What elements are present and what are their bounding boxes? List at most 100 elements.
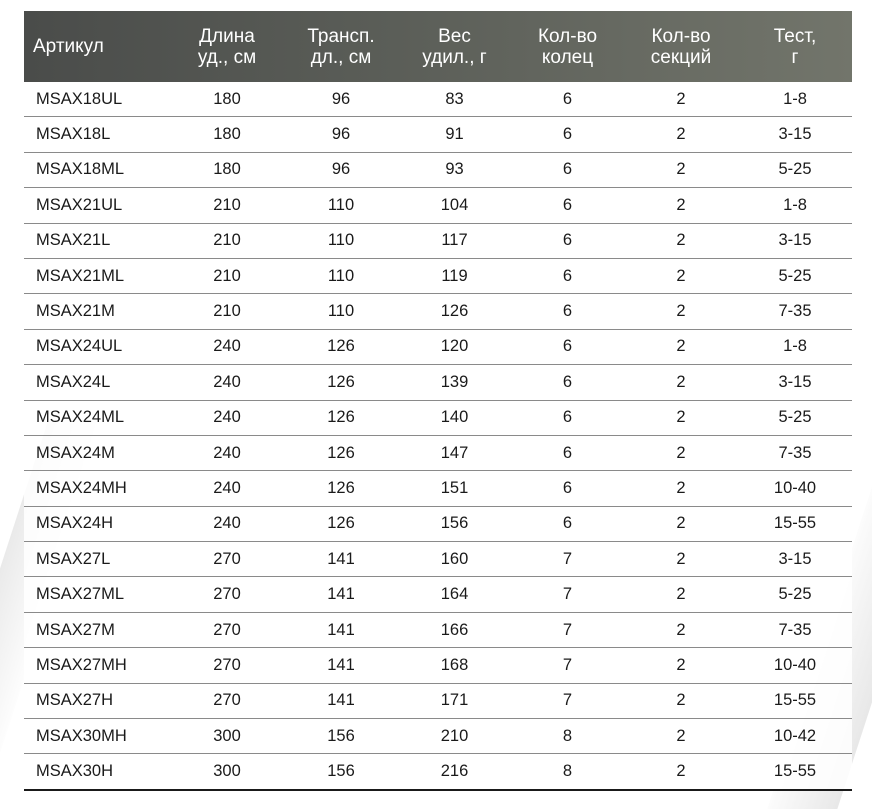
- length-cell: 270: [170, 576, 284, 613]
- transport-length-cell: 126: [284, 400, 398, 436]
- table-row: MSAX18UL 180 96 83 6 2 1-8: [24, 82, 852, 118]
- rings-cell: 7: [511, 647, 624, 684]
- rings-cell: 7: [511, 612, 624, 649]
- sections-cell: 2: [624, 82, 738, 118]
- test-cell: 5-25: [738, 576, 852, 613]
- table-row: MSAX21L 210 110 117 6 2 3-15: [24, 223, 852, 259]
- header-rings: Кол-во колец: [537, 25, 598, 68]
- weight-cell: 126: [398, 293, 511, 330]
- test-cell: 15-55: [738, 506, 852, 543]
- sections-cell: 2: [624, 576, 738, 613]
- sections-cell: 2: [624, 223, 738, 259]
- rings-cell: 6: [511, 152, 624, 189]
- test-cell: 5-25: [738, 258, 852, 295]
- rings-cell: 6: [511, 506, 624, 543]
- test-cell: 10-40: [738, 470, 852, 507]
- weight-cell: 117: [398, 223, 511, 259]
- rings-cell: 6: [511, 364, 624, 401]
- length-cell: 240: [170, 329, 284, 366]
- table-row: MSAX27H 270 141 171 7 2 15-55: [24, 683, 852, 720]
- test-cell: 15-55: [738, 753, 852, 791]
- article-cell: MSAX18UL: [24, 82, 170, 118]
- sections-cell: 2: [624, 293, 738, 330]
- weight-cell: 171: [398, 683, 511, 720]
- table-row: MSAX30MH 300 156 210 8 2 10-42: [24, 718, 852, 755]
- article-cell: MSAX30H: [24, 753, 170, 791]
- length-cell: 240: [170, 506, 284, 543]
- length-cell: 300: [170, 718, 284, 755]
- article-cell: MSAX24MH: [24, 470, 170, 507]
- sections-cell: 2: [624, 647, 738, 684]
- length-cell: 270: [170, 647, 284, 684]
- table-row: MSAX24L 240 126 139 6 2 3-15: [24, 364, 852, 401]
- table-row: MSAX24MH 240 126 151 6 2 10-40: [24, 470, 852, 507]
- transport-length-cell: 110: [284, 187, 398, 224]
- sections-cell: 2: [624, 364, 738, 401]
- table-row: MSAX21UL 210 110 104 6 2 1-8: [24, 187, 852, 224]
- rings-cell: 6: [511, 470, 624, 507]
- test-cell: 10-40: [738, 647, 852, 684]
- rings-cell: 6: [511, 223, 624, 259]
- test-cell: 7-35: [738, 612, 852, 649]
- sections-cell: 2: [624, 718, 738, 755]
- rings-cell: 8: [511, 718, 624, 755]
- header-row: Артикул Длина уд., см Трансп. дл., см Ве…: [24, 11, 852, 82]
- length-cell: 240: [170, 470, 284, 507]
- test-cell: 3-15: [738, 116, 852, 153]
- table-row: MSAX27L 270 141 160 7 2 3-15: [24, 541, 852, 578]
- header-article: Артикул: [33, 36, 104, 57]
- length-cell: 300: [170, 753, 284, 791]
- sections-cell: 2: [624, 435, 738, 472]
- length-cell: 240: [170, 364, 284, 401]
- test-cell: 3-15: [738, 541, 852, 578]
- sections-cell: 2: [624, 258, 738, 295]
- sections-cell: 2: [624, 116, 738, 153]
- length-cell: 270: [170, 541, 284, 578]
- article-cell: MSAX24ML: [24, 400, 170, 436]
- test-cell: 3-15: [738, 364, 852, 401]
- table-row: MSAX24M 240 126 147 6 2 7-35: [24, 435, 852, 472]
- length-cell: 210: [170, 223, 284, 259]
- rings-cell: 6: [511, 400, 624, 436]
- length-cell: 210: [170, 293, 284, 330]
- rod-spec-table: Артикул Длина уд., см Трансп. дл., см Ве…: [24, 11, 852, 791]
- test-cell: 5-25: [738, 400, 852, 436]
- table-row: MSAX30H 300 156 216 8 2 15-55: [24, 753, 852, 791]
- sections-cell: 2: [624, 683, 738, 720]
- table-row: MSAX24ML 240 126 140 6 2 5-25: [24, 400, 852, 436]
- weight-cell: 140: [398, 400, 511, 436]
- transport-length-cell: 96: [284, 152, 398, 189]
- test-cell: 7-35: [738, 293, 852, 330]
- length-cell: 240: [170, 400, 284, 436]
- length-cell: 240: [170, 435, 284, 472]
- table-header: Артикул Длина уд., см Трансп. дл., см Ве…: [24, 11, 852, 82]
- sections-cell: 2: [624, 400, 738, 436]
- test-cell: 1-8: [738, 329, 852, 366]
- sections-cell: 2: [624, 753, 738, 791]
- table-body: MSAX18UL 180 96 83 6 2 1-8 MSAX18L 180 96 91 6 2 3-15…: [24, 82, 852, 791]
- table-row: MSAX21M 210 110 126 6 2 7-35: [24, 293, 852, 330]
- article-cell: MSAX27L: [24, 541, 170, 578]
- sections-cell: 2: [624, 612, 738, 649]
- header-transport-length: Трансп. дл., см: [307, 25, 375, 68]
- length-cell: 210: [170, 187, 284, 224]
- article-cell: MSAX27ML: [24, 576, 170, 613]
- test-cell: 1-8: [738, 187, 852, 224]
- table-row: MSAX21ML 210 110 119 6 2 5-25: [24, 258, 852, 295]
- transport-length-cell: 126: [284, 506, 398, 543]
- header-weight: Вес удил., г: [422, 25, 487, 68]
- rings-cell: 6: [511, 293, 624, 330]
- table-row: MSAX18ML 180 96 93 6 2 5-25: [24, 152, 852, 189]
- rings-cell: 6: [511, 187, 624, 224]
- weight-cell: 139: [398, 364, 511, 401]
- weight-cell: 166: [398, 612, 511, 649]
- article-cell: MSAX27M: [24, 612, 170, 649]
- rings-cell: 7: [511, 541, 624, 578]
- table-row: MSAX27M 270 141 166 7 2 7-35: [24, 612, 852, 649]
- rings-cell: 6: [511, 82, 624, 118]
- test-cell: 5-25: [738, 152, 852, 189]
- table-row: MSAX27ML 270 141 164 7 2 5-25: [24, 576, 852, 613]
- weight-cell: 160: [398, 541, 511, 578]
- table-row: MSAX24UL 240 126 120 6 2 1-8: [24, 329, 852, 366]
- rings-cell: 6: [511, 258, 624, 295]
